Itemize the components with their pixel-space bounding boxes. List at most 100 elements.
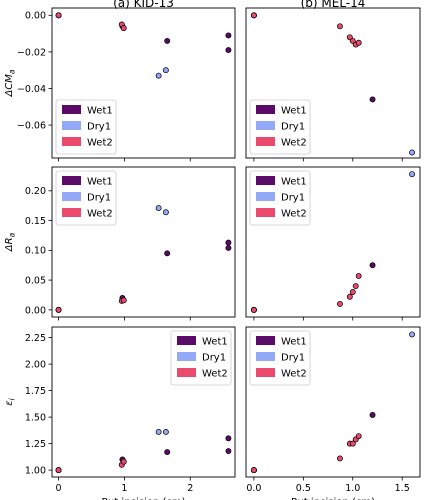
data-point-wet1 xyxy=(369,96,376,103)
data-point-dry1 xyxy=(155,72,162,79)
data-point-wet2 xyxy=(120,297,127,304)
x-tick-label: 0.5 xyxy=(296,483,311,494)
axes-frame xyxy=(245,326,421,478)
legend-swatch xyxy=(62,137,81,146)
data-point-wet1 xyxy=(225,32,232,39)
legend-swatch xyxy=(256,352,275,361)
legend-label: Wet2 xyxy=(281,138,307,149)
y-axis-label: ΔRa xyxy=(4,232,17,252)
y-axis-label: εi xyxy=(4,397,17,405)
data-point-wet1 xyxy=(225,239,232,246)
legend-label: Dry1 xyxy=(281,122,305,133)
data-point-dry1 xyxy=(155,205,162,212)
data-point-wet2 xyxy=(355,39,362,46)
data-point-wet2 xyxy=(336,455,343,462)
column-title: (a) KID-13 xyxy=(113,0,174,10)
data-point-wet2 xyxy=(250,306,257,313)
legend-swatch xyxy=(256,208,275,217)
legend-swatch xyxy=(177,336,196,345)
panel-mel14-delta-cm: (b) MEL-14 Wet1 Dry1 Wet2 xyxy=(245,0,421,162)
legend-label: Wet1 xyxy=(281,177,307,188)
data-point-wet1 xyxy=(164,250,171,257)
data-point-wet1 xyxy=(225,435,232,442)
data-point-wet1 xyxy=(225,448,232,454)
column-title: (b) MEL-14 xyxy=(301,0,366,10)
data-point-wet2 xyxy=(349,289,356,295)
legend-swatch xyxy=(62,176,81,185)
data-point-dry1 xyxy=(162,428,169,435)
legend-swatch xyxy=(256,121,275,130)
legend: Wet1 Dry1 Wet2 xyxy=(170,330,232,386)
legend-swatch xyxy=(177,368,196,377)
data-point-wet2 xyxy=(349,440,356,447)
y-tick-label: −0.04 xyxy=(17,84,46,95)
y-tick-label: −0.02 xyxy=(17,47,46,58)
legend-label: Wet2 xyxy=(281,369,307,380)
data-point-wet2 xyxy=(336,300,343,307)
panel-mel14-delta-r: Wet1 Dry1 Wet2 xyxy=(245,166,421,321)
data-point-wet2 xyxy=(355,272,362,279)
legend-swatch xyxy=(256,176,275,185)
legend: Wet1 Dry1 Wet2 xyxy=(249,330,311,386)
y-tick-label: 0.20 xyxy=(25,186,46,197)
legend-label: Wet1 xyxy=(281,106,307,117)
panel-kid13-delta-cm: (a) KID-13 0.00 −0.02 −0.04 −0.06 ΔCMa Wet1 Dry… xyxy=(4,0,236,162)
legend-swatch xyxy=(256,192,275,201)
data-point-wet2 xyxy=(55,12,62,19)
y-tick-label: 0.05 xyxy=(25,275,46,286)
legend-label: Wet1 xyxy=(87,106,113,117)
y-tick-label: 0.00 xyxy=(25,305,46,316)
y-axis-label: ΔCMa xyxy=(4,69,17,97)
panel-mel14-epsilon: 0.00.51.01.5Rut incision (cm)Wet1Dry1Wet… xyxy=(245,326,421,500)
legend-swatch xyxy=(62,208,81,217)
data-point-dry1 xyxy=(409,331,416,338)
x-tick-label: 1.0 xyxy=(345,483,360,494)
y-tick-label: 1.25 xyxy=(25,439,46,450)
data-point-wet2 xyxy=(120,458,127,465)
legend-label: Dry1 xyxy=(281,193,305,204)
legend-swatch xyxy=(62,105,81,114)
data-point-wet2 xyxy=(336,23,343,30)
y-tick-label: 1.50 xyxy=(25,413,46,424)
data-point-wet1 xyxy=(225,47,232,54)
legend-label: Wet2 xyxy=(87,138,113,149)
data-point-dry1 xyxy=(162,67,169,74)
legend-label: Dry1 xyxy=(87,193,111,204)
data-point-dry1 xyxy=(162,209,169,216)
x-tick-label: 1 xyxy=(121,483,127,494)
data-point-wet1 xyxy=(164,449,171,456)
legend-swatch xyxy=(62,121,81,130)
x-axis-label: Rut incision (cm) xyxy=(102,497,186,500)
panel-kid13-delta-r: 0.00 0.05 0.10 0.15 0.20 ΔRa Wet1 Dry1 Wet2 xyxy=(4,166,236,321)
legend-label: Wet1 xyxy=(281,337,307,348)
data-point-wet2 xyxy=(55,467,62,474)
legend-swatch xyxy=(62,192,81,201)
data-point-dry1 xyxy=(409,171,416,178)
x-tick-label: 0 xyxy=(56,483,62,494)
data-point-wet1 xyxy=(369,262,376,269)
data-point-wet2 xyxy=(250,12,257,19)
legend-swatch xyxy=(256,336,275,345)
legend-swatch xyxy=(256,105,275,114)
data-point-wet2 xyxy=(346,293,353,300)
y-tick-label: −0.06 xyxy=(17,120,46,131)
data-point-wet2 xyxy=(120,25,127,32)
panel-kid13-epsilon: 0 1 2 1.00 1.25 1.50 1.75 2.00 2.25 εi Rut incisio… xyxy=(4,326,236,500)
y-tick-label: 0.00 xyxy=(25,11,46,22)
y-tick-label: 2.25 xyxy=(25,333,46,344)
legend-label: Dry1 xyxy=(87,122,111,133)
x-tick-label: 2 xyxy=(187,483,193,494)
data-point-dry1 xyxy=(155,428,162,435)
data-point-wet1 xyxy=(164,37,171,44)
legend-label: Wet1 xyxy=(87,177,113,188)
legend: Wet1 Dry1 Wet2 xyxy=(55,99,117,155)
data-point-dry1 xyxy=(409,149,416,156)
data-point-wet2 xyxy=(55,306,62,313)
y-tick-label: 1.00 xyxy=(25,466,46,477)
legend-label: Wet2 xyxy=(87,209,113,220)
data-point-wet2 xyxy=(352,283,359,289)
data-point-wet1 xyxy=(369,412,376,418)
legend-swatch xyxy=(177,352,196,361)
data-point-wet2 xyxy=(355,433,362,440)
